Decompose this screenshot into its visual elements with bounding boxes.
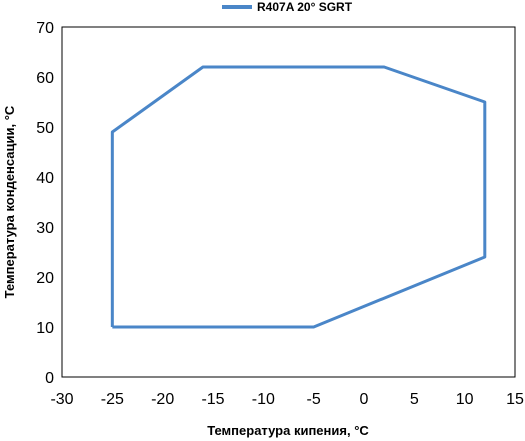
x-tick-label: 15: [506, 391, 524, 408]
y-tick-label: 20: [36, 270, 54, 287]
plot-area-frame: [61, 26, 516, 378]
y-tick-label: 0: [45, 370, 54, 387]
y-tick-label: 30: [36, 220, 54, 237]
legend-label-r407a: R407A 20° SGRT: [257, 0, 353, 14]
y-tick-label: 60: [36, 70, 54, 87]
x-tick-label: -30: [50, 391, 73, 408]
x-tick-label: -10: [252, 391, 275, 408]
y-axis-title: Температура конденсации, °C: [2, 105, 17, 298]
x-tick-label: 5: [410, 391, 419, 408]
x-tick-label: -15: [201, 391, 224, 408]
y-tick-labels: 0 10 20 30 40 50 60 70: [36, 20, 54, 387]
y-tick-label: 50: [36, 120, 54, 137]
series-layer: [110, 65, 487, 329]
x-tick-label: -5: [307, 391, 321, 408]
y-tick-label: 40: [36, 170, 54, 187]
y-tick-label: 10: [36, 320, 54, 337]
x-tick-labels: -30 -25 -20 -15 -10 -5 0 5 10 15: [50, 391, 524, 408]
y-tick-label: 70: [36, 20, 54, 37]
x-axis-title: Температура кипения, °C: [207, 423, 369, 438]
legend: R407A 20° SGRT: [222, 0, 353, 14]
x-tick-label: -25: [101, 391, 124, 408]
x-tick-label: -20: [151, 391, 174, 408]
x-tick-label: 10: [456, 391, 474, 408]
series-line-0: [110, 65, 487, 329]
x-tick-label: 0: [360, 391, 369, 408]
